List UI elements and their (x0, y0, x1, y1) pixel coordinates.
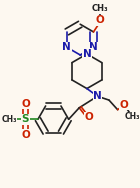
Text: N: N (82, 49, 91, 59)
Text: N: N (93, 91, 102, 101)
Text: O: O (21, 130, 30, 140)
Text: O: O (120, 100, 129, 110)
Text: N: N (89, 42, 98, 52)
Text: N: N (62, 42, 71, 52)
Text: O: O (21, 99, 30, 109)
Text: CH₃: CH₃ (92, 4, 108, 13)
Text: O: O (84, 112, 93, 122)
Text: CH₃: CH₃ (1, 115, 17, 124)
Text: CH₃: CH₃ (124, 112, 140, 121)
Text: S: S (22, 114, 29, 124)
Text: O: O (96, 15, 105, 25)
